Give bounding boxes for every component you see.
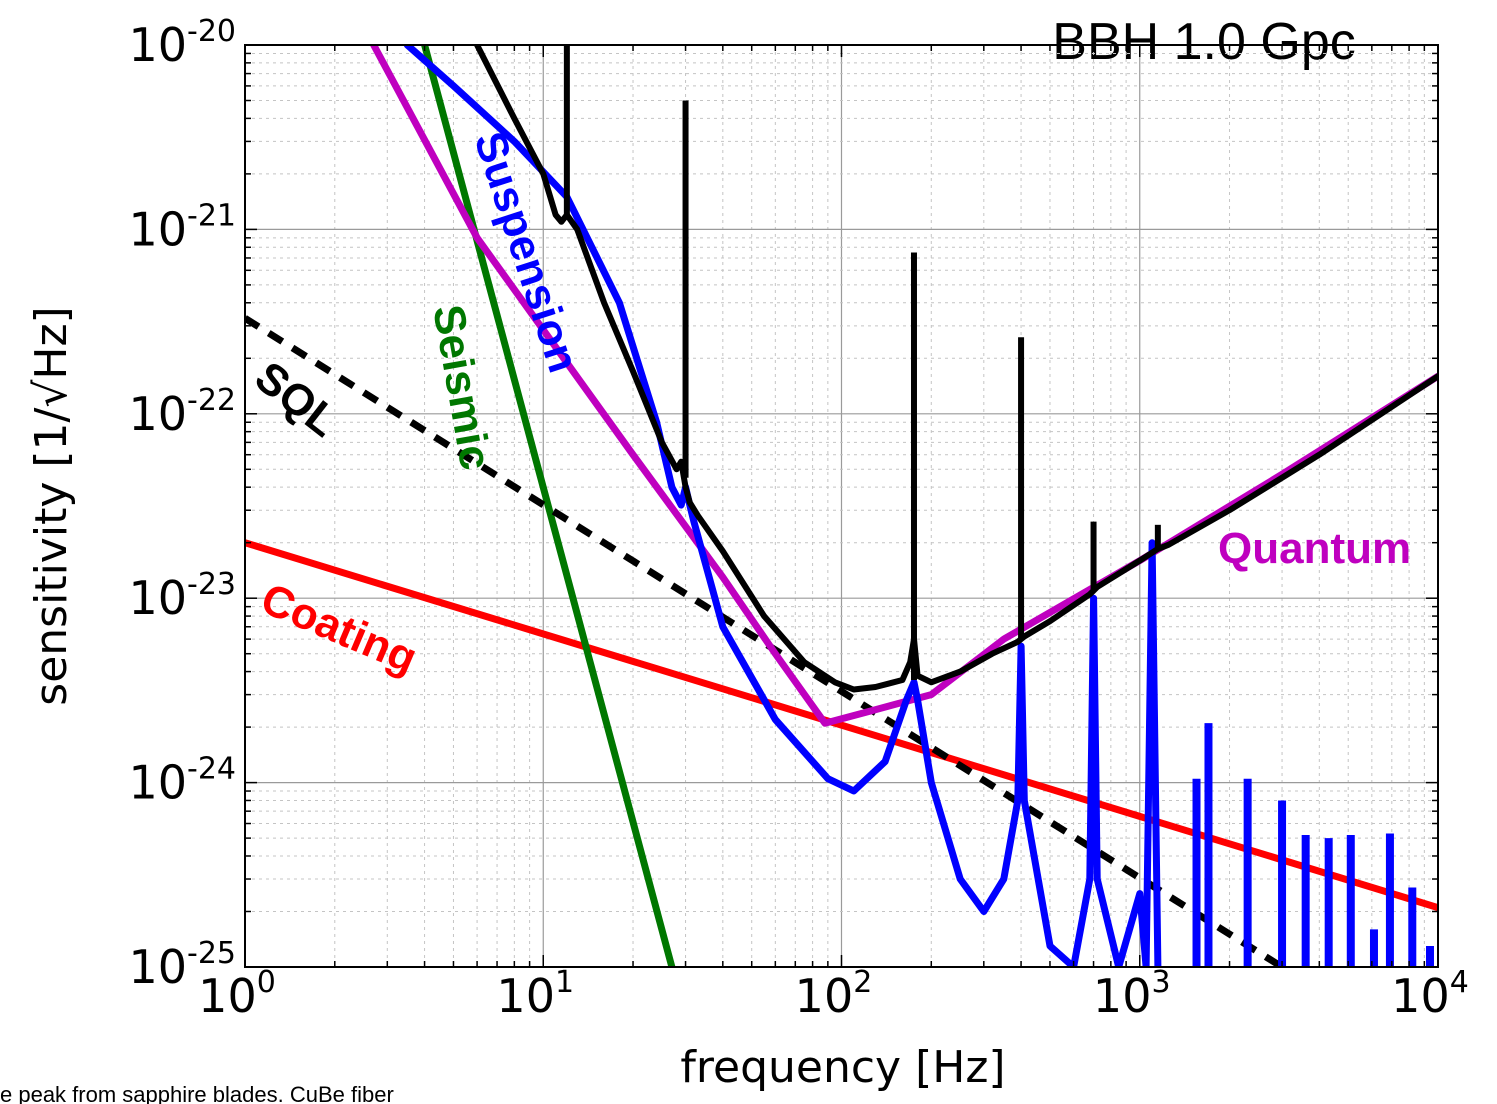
annotation-quantum: Quantum — [1218, 524, 1411, 573]
series-suspension — [403, 45, 1162, 967]
y-axis-label: sensitivity [1/√Hz] — [26, 306, 77, 705]
y-tick-labels: 10-25 10-24 10-23 10-22 10-21 10-20 — [128, 14, 236, 994]
series-layer — [245, 45, 1438, 967]
series-coating — [245, 539, 1438, 912]
y-tick-label: 10-22 — [128, 383, 236, 441]
series-sql — [245, 315, 1284, 967]
series-seismic — [421, 45, 676, 967]
tick-marks — [244, 44, 1439, 968]
x-tick-label: 103 — [1093, 965, 1171, 1023]
footnote: e peak from sapphire blades. CuBe fiber — [0, 1082, 394, 1104]
x-tick-label: 104 — [1391, 965, 1469, 1023]
annotation-seismic: Seismic — [423, 301, 500, 473]
x-tick-label: 102 — [795, 965, 873, 1023]
series-quantum — [370, 45, 1438, 727]
x-tick-labels: 100 101 102 103 104 — [198, 965, 1469, 1023]
y-tick-label: 10-20 — [128, 14, 236, 72]
x-tick-label: 101 — [496, 965, 574, 1023]
y-tick-label: 10-25 — [128, 936, 236, 994]
y-tick-label: 10-23 — [128, 567, 236, 625]
y-tick-label: 10-24 — [128, 752, 236, 810]
y-tick-label: 10-21 — [128, 198, 236, 256]
x-axis-label: frequency [Hz] — [680, 1042, 1005, 1093]
chart-title: BBH 1.0 Gpc — [1052, 13, 1355, 71]
grid — [245, 45, 1438, 967]
series-total — [474, 45, 1438, 693]
x-tick-label: 100 — [198, 965, 276, 1023]
annotation-sql: SQL — [246, 352, 347, 446]
